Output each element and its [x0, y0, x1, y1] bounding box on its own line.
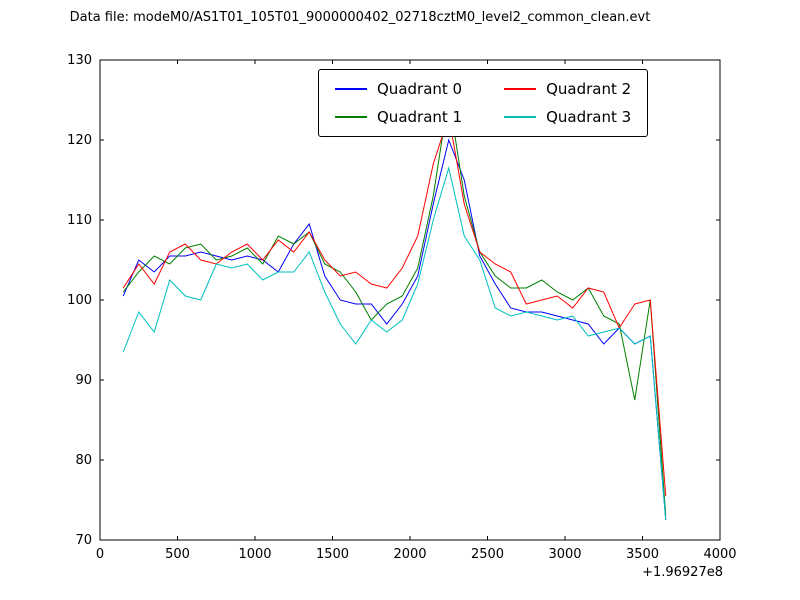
y-tick-label: 80	[75, 453, 92, 468]
legend-label: Quadrant 0	[377, 80, 463, 98]
legend-label: Quadrant 1	[377, 108, 463, 126]
series-line-quadrant-0	[122, 138, 667, 521]
y-tick-label: 70	[75, 533, 92, 548]
x-tick-label: 2500	[471, 547, 504, 562]
legend-label: Quadrant 3	[546, 108, 632, 126]
y-tick-label: 110	[67, 213, 92, 228]
legend-item-quadrant-0: Quadrant 0	[335, 80, 462, 98]
legend-item-quadrant-2: Quadrant 2	[504, 80, 631, 98]
legend-line-sample	[335, 88, 367, 90]
x-tick-label: 3000	[548, 547, 581, 562]
x-tick-label: 3500	[626, 547, 659, 562]
x-tick-label: 4000	[703, 547, 736, 562]
series-line-quadrant-2	[122, 115, 667, 497]
legend-line-sample	[504, 88, 537, 90]
y-tick-label: 90	[75, 373, 92, 388]
x-tick-label: 1500	[316, 547, 349, 562]
y-tick-label: 100	[67, 293, 92, 308]
y-tick-label: 130	[67, 53, 92, 68]
series-line-quadrant-3	[122, 166, 667, 521]
x-tick-label: 500	[165, 547, 190, 562]
legend-line-sample	[504, 116, 537, 118]
x-axis-offset-label: +1.96927e8	[642, 565, 723, 580]
legend-item-quadrant-1: Quadrant 1	[335, 108, 462, 126]
series-line-quadrant-1	[122, 95, 667, 517]
legend-line-sample	[335, 116, 367, 118]
y-tick-label: 120	[67, 133, 92, 148]
plot-title: Data file: modeM0/AS1T01_105T01_90000004…	[69, 10, 651, 25]
x-tick-label: 2000	[393, 547, 426, 562]
legend: Quadrant 0 Quadrant 1 Quadrant 2 Quadrant 3	[318, 69, 649, 137]
x-tick-label: 1000	[238, 547, 271, 562]
x-tick-label: 0	[96, 547, 104, 562]
legend-label: Quadrant 2	[546, 80, 632, 98]
legend-item-quadrant-3: Quadrant 3	[504, 108, 631, 126]
